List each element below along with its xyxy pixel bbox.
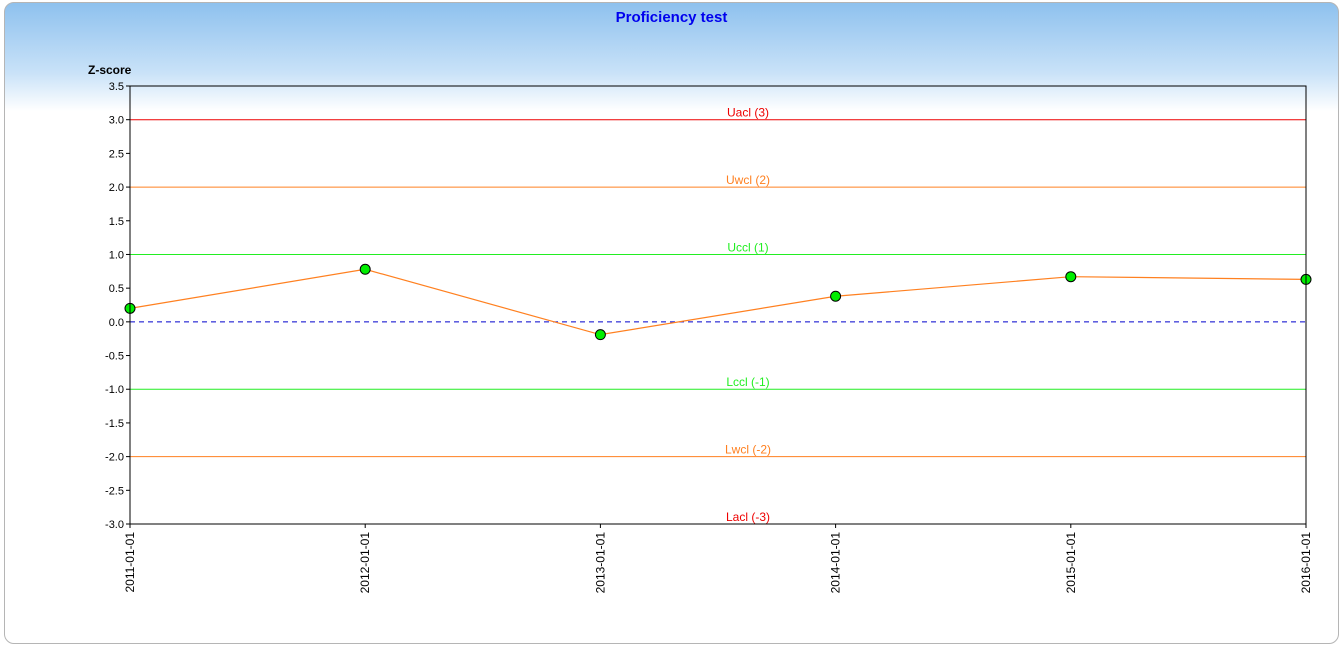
reference-line-label: Lacl (-3) [726,510,770,524]
data-point[interactable] [830,290,842,302]
data-point[interactable] [359,263,371,275]
x-tick-label: 2012-01-01 [358,532,372,594]
y-tick-label: 3.0 [109,115,124,127]
x-tick-label: 2014-01-01 [829,532,843,594]
y-tick-label: 1.5 [109,216,124,228]
reference-line-label: Uccl (1) [727,240,768,254]
reference-line-label: Lccl (-1) [726,375,769,389]
y-tick-label: -2.5 [105,485,124,497]
y-axis-label: Z-score [88,63,132,77]
reference-line-label: Lwcl (-2) [725,443,771,457]
y-tick-label: 0.0 [109,317,124,329]
plot-frame [129,85,1307,525]
x-axis: 2011-01-01 2012-01-01 2013-01-01 2014-01-01… [123,524,1313,593]
x-tick-label: 2015-01-01 [1064,532,1078,594]
data-point[interactable] [594,329,606,341]
series-layer [124,263,1312,341]
y-tick-label: -3.0 [105,519,124,531]
x-tick-label: 2011-01-01 [123,532,137,593]
y-tick-label: -1.0 [105,384,124,396]
data-point[interactable] [1065,271,1077,283]
x-tick-label: 2016-01-01 [1299,532,1313,594]
series-line [129,268,1307,336]
chart-title: Proficiency test [615,9,728,26]
reference-line-label: Uacl (3) [727,106,769,120]
y-tick-label: 2.5 [109,148,124,160]
y-tick-label: -1.5 [105,418,124,430]
y-tick-label: 3.5 [109,81,124,93]
y-tick-label: 0.5 [109,283,124,295]
x-tick-label: 2013-01-01 [593,532,607,594]
y-tick-label: -0.5 [105,351,124,363]
y-axis: 3.5 3.0 2.5 2.0 1.5 1.0 0.5 0.0 -0.5 -1.0 -1.5 -2.0… [105,81,130,531]
y-tick-label: -2.0 [105,452,124,464]
y-tick-label: 1.0 [109,249,124,261]
reference-line-label: Uwcl (2) [726,173,770,187]
y-tick-label: 2.0 [109,182,124,194]
